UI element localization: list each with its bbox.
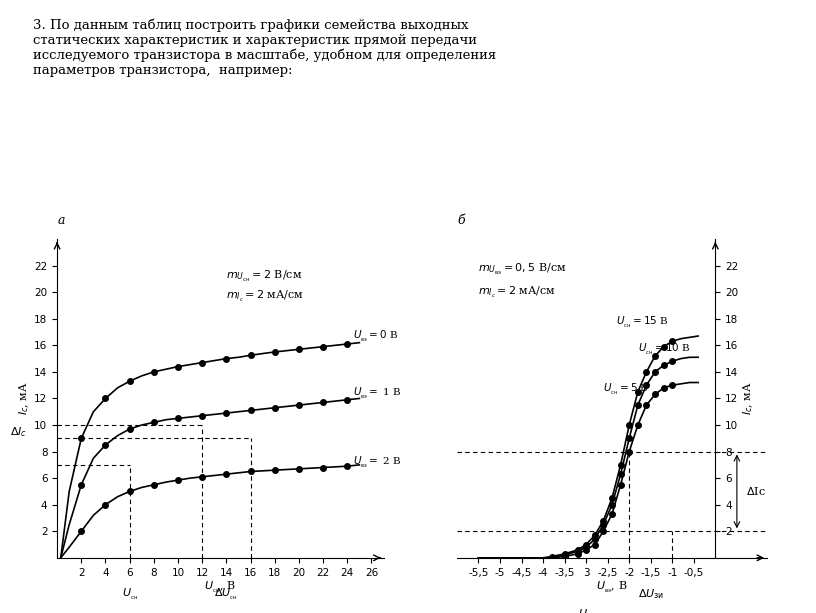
Text: $U_\infty$: $U_\infty$ — [579, 607, 594, 613]
Text: $m_{U_{\rm сн}}= 2$ В/см: $m_{U_{\rm сн}}= 2$ В/см — [226, 269, 303, 284]
Text: $m_{I_c}= 2$ мА/см: $m_{I_c}= 2$ мА/см — [478, 285, 557, 300]
Text: $U_{_{\rm сн}}= 5$ В: $U_{_{\rm сн}}= 5$ В — [603, 382, 650, 397]
Text: $U_{_{\rm вэ}}=$ 2 В: $U_{_{\rm вэ}}=$ 2 В — [353, 455, 402, 470]
Text: $U_{_{\rm вэ}}=$ 1 В: $U_{_{\rm вэ}}=$ 1 В — [353, 386, 402, 401]
Text: $U_{_{\rm сн}}= 15$ В: $U_{_{\rm сн}}= 15$ В — [616, 316, 669, 330]
Text: $\Delta$Ic: $\Delta$Ic — [746, 485, 765, 497]
Text: $U_{_{\rm вэ}}= 0$ В: $U_{_{\rm вэ}}= 0$ В — [353, 329, 399, 344]
Text: $m_{U_{\rm вэ}}= 0,5$ В/см: $m_{U_{\rm вэ}}= 0,5$ В/см — [478, 262, 567, 277]
Text: 3. По данным таблиц построить графики семейства выходных
статических характерист: 3. По данным таблиц построить графики се… — [33, 18, 496, 77]
X-axis label: $U_{_{\rm вэ}}$, В: $U_{_{\rm вэ}}$, В — [596, 581, 628, 595]
Text: $\Delta I_c$: $\Delta I_c$ — [10, 425, 27, 438]
Text: $U_{_{\rm сн}}= 10$ В: $U_{_{\rm сн}}= 10$ В — [638, 342, 690, 357]
Text: $m_{I_c}= 2$ мА/см: $m_{I_c}= 2$ мА/см — [226, 289, 304, 304]
Text: $U_{_{\rm сн}}$: $U_{_{\rm сн}}$ — [122, 587, 138, 602]
Text: $\Delta U_{_{\rm сн}}$: $\Delta U_{_{\rm сн}}$ — [215, 587, 238, 602]
Text: б: б — [457, 214, 464, 227]
Text: а: а — [57, 214, 64, 227]
X-axis label: $U_{_{\rm сн}}$, В: $U_{_{\rm сн}}$, В — [205, 581, 236, 595]
Y-axis label: $I_c$, мА: $I_c$, мА — [18, 381, 31, 416]
Y-axis label: $I_c$, мА: $I_c$, мА — [741, 381, 755, 416]
Text: $\Delta U_{\rm зи}$: $\Delta U_{\rm зи}$ — [637, 587, 664, 601]
